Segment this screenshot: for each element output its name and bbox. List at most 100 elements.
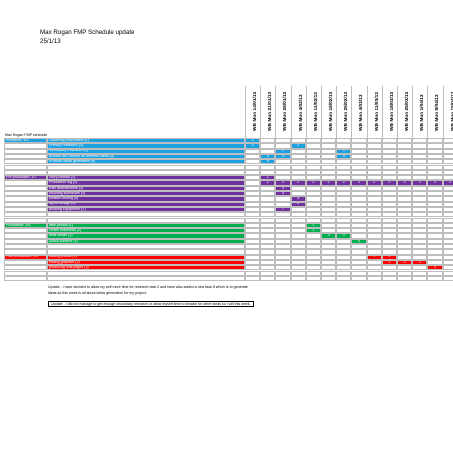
grid-cell [442, 228, 453, 234]
update-note: Update - i have decided to allow my self… [48, 285, 248, 290]
grid-cell [305, 270, 321, 276]
grid-cell [412, 201, 428, 207]
grid-cell [427, 270, 443, 276]
grid-cell [366, 244, 382, 250]
grid-cell [397, 153, 413, 160]
grid-cell [381, 185, 397, 191]
grid-cell [245, 228, 261, 234]
sheet-label: Max Rogan FMP schedule [5, 132, 47, 137]
grid-cell [351, 138, 367, 144]
week-header: WB Mon 25/03/13 [397, 86, 412, 138]
task-label: create masthead (2) [47, 228, 245, 234]
grid-cell [442, 201, 453, 207]
grid-cell [245, 175, 261, 181]
grid-cell [275, 164, 291, 170]
grid-cell [381, 233, 397, 239]
task-label: Risk assessments (3) [47, 185, 245, 191]
grid-cell [245, 201, 261, 207]
grid-cell [260, 238, 276, 244]
grid-cell [412, 153, 428, 160]
grid-cell [305, 138, 321, 144]
schedule-cell-filled: 3 [427, 265, 443, 271]
grid-cell [336, 228, 352, 234]
task-label: layout design (6) [47, 201, 245, 207]
blank-cell [4, 259, 47, 266]
blank-cell [47, 169, 245, 176]
schedule-cell-filled: 4 [336, 153, 352, 160]
task-label: Production log (2) [47, 180, 245, 186]
schedule-cell-filled: 1 [260, 175, 276, 181]
grid-cell [321, 191, 337, 197]
grid-cell [366, 164, 382, 170]
grid-cell [290, 244, 306, 250]
grid-cell [442, 254, 453, 260]
grid-cell [321, 217, 337, 223]
grid-cell [442, 159, 453, 165]
grid-cell [397, 265, 413, 271]
schedule-cell-filled: 2 [412, 180, 428, 186]
task-label: editing graphics (2) [47, 259, 245, 266]
blank-cell [4, 206, 47, 213]
grid-cell [442, 143, 453, 149]
blank-cell [4, 159, 47, 165]
schedule-cell-filled: 2 [245, 143, 261, 149]
grid-cell [427, 222, 443, 229]
grid-cell [366, 169, 382, 176]
grid-cell [381, 143, 397, 149]
blank-cell [4, 196, 47, 202]
grid-cell [321, 249, 337, 255]
grid-cell [260, 217, 276, 223]
grid-cell [427, 249, 443, 255]
grid-cell [245, 159, 261, 165]
grid-cell [366, 206, 382, 213]
grid-cell [351, 159, 367, 165]
grid-cell [290, 265, 306, 271]
schedule-cell-filled: 1 [305, 222, 321, 229]
grid-cell [381, 270, 397, 276]
grid-cell [351, 143, 367, 149]
grid-cell [412, 196, 428, 202]
grid-cell [351, 217, 367, 223]
grid-cell [366, 259, 382, 266]
grid-cell [412, 233, 428, 239]
grid-cell [412, 206, 428, 213]
grid-cell [381, 249, 397, 255]
update-note: ideas so this week is all about ideas ge… [48, 291, 147, 296]
grid-cell [397, 196, 413, 202]
grid-cell [336, 159, 352, 165]
grid-cell [397, 191, 413, 197]
section-label: Post production: 1/3 [4, 254, 47, 260]
grid-cell [290, 169, 306, 176]
grid-cell [412, 185, 428, 191]
grid-cell [351, 259, 367, 266]
grid-cell [397, 206, 413, 213]
grid-cell [321, 270, 337, 276]
grid-cell [397, 249, 413, 255]
grid-cell [260, 164, 276, 170]
grid-cell [397, 169, 413, 176]
week-header: WB Mon 11/02/13 [305, 86, 321, 138]
grid-cell [290, 185, 306, 191]
grid-cell [366, 138, 382, 144]
grid-cell [397, 233, 413, 239]
grid-cell [245, 191, 261, 197]
task-label: shooting schedules (4) [47, 191, 245, 197]
grid-cell [427, 159, 443, 165]
schedule-cell-filled: 2 [412, 259, 428, 266]
week-header: WB Mon 11/03/13 [366, 86, 382, 138]
grid-cell [275, 138, 291, 144]
schedule-cell-filled: 3 [321, 233, 337, 239]
schedule-cell-filled: 1 [245, 138, 261, 144]
grid-cell [381, 169, 397, 176]
grid-cell [397, 143, 413, 149]
grid-cell [290, 212, 306, 218]
grid-cell [275, 254, 291, 260]
grid-cell [351, 191, 367, 197]
grid-cell [427, 254, 443, 260]
grid-cell [260, 275, 276, 282]
grid-cell [290, 191, 306, 197]
task-label: colour scheme (4) [47, 238, 245, 244]
grid-cell [321, 201, 337, 207]
task-label: Secondary Research (3) [47, 148, 245, 154]
grid-cell [245, 164, 261, 170]
